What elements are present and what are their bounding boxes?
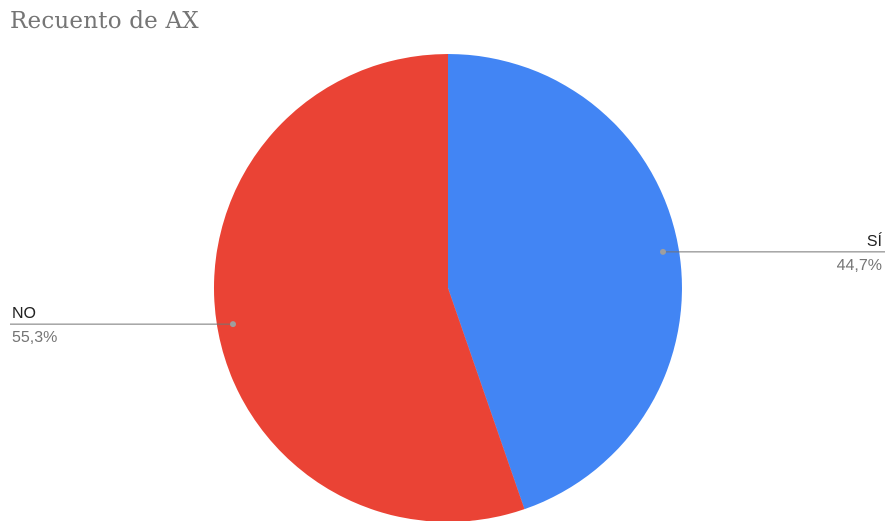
- leader-dot-1: [230, 321, 236, 328]
- leader-dot-0: [660, 248, 666, 255]
- slice-label-0: SÍ: [867, 231, 883, 250]
- chart-title: Recuento de AX: [10, 8, 199, 34]
- pie-slice-0: [448, 54, 682, 510]
- slice-percent-1: 55,3%: [12, 329, 57, 346]
- slice-label-1: NO: [12, 305, 36, 322]
- slice-percent-0: 44,7%: [837, 257, 882, 274]
- pie-slice-1: [213, 54, 525, 521]
